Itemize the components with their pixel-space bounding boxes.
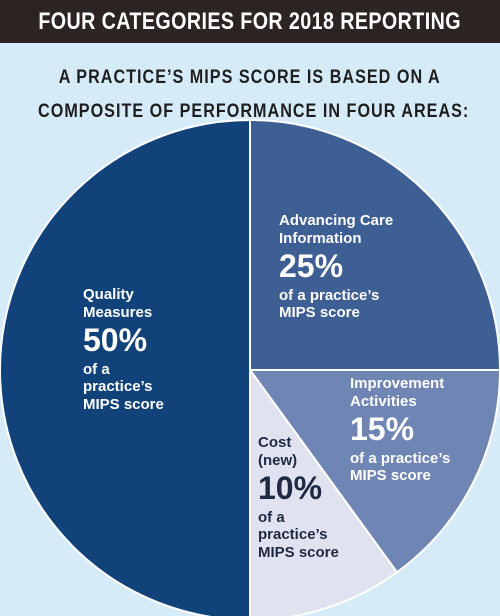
slice-label-quality: Quality Measures 50% of a practice’s MIP… — [83, 286, 203, 414]
pie-slice-aci — [249, 118, 500, 371]
ia-name-1: Improvement — [350, 375, 445, 392]
ia-name-2: Activities — [350, 392, 417, 410]
cost-name-1: Cost — [258, 434, 292, 451]
ia-desc-1: of a practice’s — [350, 449, 451, 467]
quality-name-2: Measures — [83, 303, 153, 321]
aci-percent: 25% — [279, 248, 344, 285]
subtitle-line-1: A PRACTICE’S MIPS SCORE IS BASED ON A — [58, 67, 442, 88]
quality-percent: 50% — [83, 322, 148, 359]
cost-desc-1: of a — [258, 508, 285, 526]
slice-label-aci: Advancing Care Information 25% of a prac… — [279, 212, 449, 322]
quality-desc-1: of a — [83, 360, 110, 378]
quality-desc-3: MIPS score — [83, 395, 164, 413]
cost-name-2: (new) — [258, 451, 298, 469]
aci-name-2: Information — [279, 229, 362, 247]
pie-slice-quality — [0, 118, 251, 616]
ia-desc-2: MIPS score — [350, 467, 431, 485]
aci-desc-2: MIPS score — [279, 304, 360, 322]
page-title: FOUR CATEGORIES FOR 2018 REPORTING — [38, 7, 462, 35]
quality-name-1: Quality — [83, 286, 134, 303]
ia-percent: 15% — [350, 411, 415, 448]
aci-desc-1: of a practice’s — [279, 286, 380, 304]
aci-name-1: Advancing Care — [279, 212, 394, 229]
cost-percent: 10% — [258, 470, 323, 507]
subtitle-line-2: COMPOSITE OF PERFORMANCE IN FOUR AREAS: — [38, 101, 470, 122]
cost-desc-2: practice’s — [258, 526, 328, 544]
slice-label-cost: Cost (new) 10% of a practice’s MIPS scor… — [258, 434, 358, 562]
slice-label-ia: Improvement Activities 15% of a practice… — [350, 375, 490, 485]
pie-slice-cost — [249, 366, 399, 616]
header-banner: FOUR CATEGORIES FOR 2018 REPORTING — [0, 0, 500, 43]
cost-desc-3: MIPS score — [258, 543, 339, 561]
quality-desc-2: practice’s — [83, 378, 153, 396]
pie-slice-ia — [248, 369, 500, 574]
